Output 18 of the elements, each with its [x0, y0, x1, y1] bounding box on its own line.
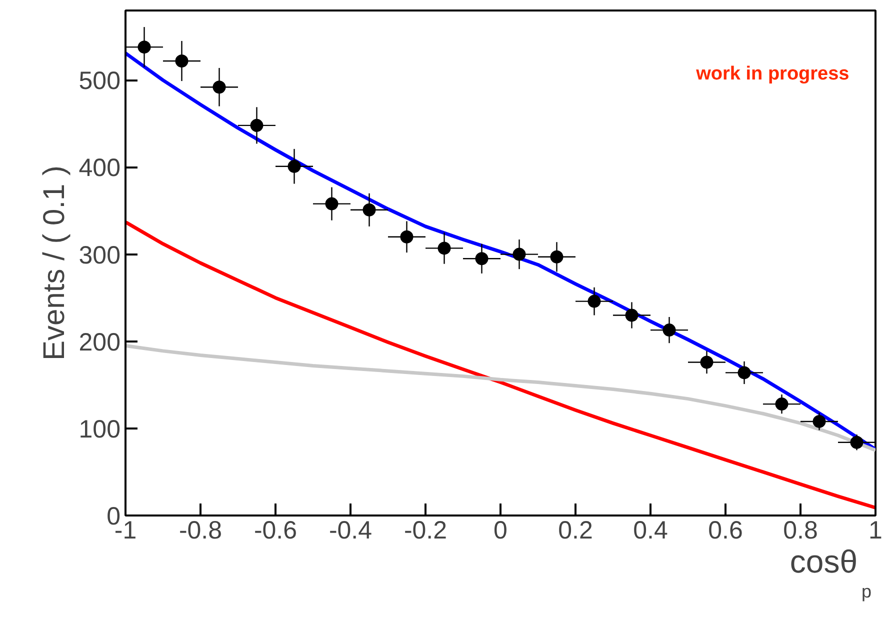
y-tick-label: 200 — [78, 328, 121, 356]
x-tick-label: 0.8 — [783, 516, 818, 544]
y-tick-label: 100 — [78, 415, 121, 444]
x-tick-label: 0.4 — [633, 516, 668, 544]
x-tick-label: -0.2 — [404, 516, 448, 544]
x-tick-label: 1 — [868, 516, 882, 544]
y-axis-title: Events / ( 0.1 ) — [38, 165, 71, 361]
x-tick-label: 0 — [494, 516, 508, 544]
x-tick-label: -0.8 — [178, 516, 222, 544]
x-tick-label: 0.2 — [558, 516, 593, 544]
annotation: work in progress — [695, 64, 850, 85]
y-tick-label: 300 — [78, 241, 121, 270]
x-tick-label: -0.6 — [254, 516, 298, 544]
x-axis-title: cosθp — [790, 544, 872, 602]
x-tick-label: -0.4 — [328, 516, 372, 544]
x-tick-label: 0.6 — [708, 516, 743, 544]
y-tick-label: 500 — [78, 67, 121, 96]
y-tick-label: 400 — [78, 154, 121, 182]
